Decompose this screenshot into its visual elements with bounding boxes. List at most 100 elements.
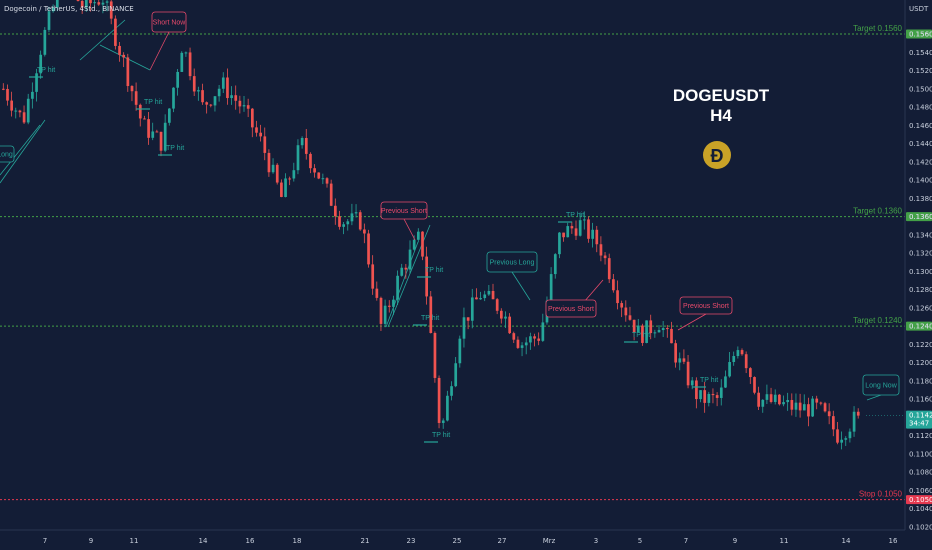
- x-tick-label: 14: [842, 537, 851, 545]
- candle: [172, 87, 175, 113]
- candle: [334, 198, 337, 225]
- chart-title: DOGEUSDT: [673, 86, 770, 105]
- candle: [213, 95, 217, 112]
- x-tick-label: 11: [780, 537, 789, 545]
- candle: [230, 86, 233, 105]
- level-lines: Target 0.1560 0.1560 Target 0.1360 0.1360 Ta…: [0, 24, 932, 505]
- candle: [607, 253, 611, 284]
- current-price-value: 0.1142: [909, 412, 932, 420]
- tp-hit-label: TP hit: [421, 315, 439, 322]
- callout-previous-long[interactable]: Previous Long: [486, 251, 538, 301]
- candle: [574, 220, 578, 241]
- tp-hit-label: TP hit: [37, 67, 55, 74]
- candle: [661, 320, 665, 337]
- y-tick-label: 0.1300: [909, 268, 932, 276]
- x-tick-label: 25: [453, 537, 462, 545]
- candle: [553, 253, 557, 279]
- candle: [778, 394, 781, 406]
- candle: [587, 216, 590, 243]
- candle: [674, 339, 677, 368]
- candle: [819, 401, 823, 406]
- x-tick-label: 11: [130, 537, 139, 545]
- candle: [773, 389, 777, 405]
- candle: [89, 0, 92, 12]
- x-tick-label: 16: [246, 537, 255, 545]
- callout-short-now[interactable]: Short Now: [149, 11, 187, 71]
- x-tick-label: 9: [733, 537, 737, 545]
- candle: [462, 307, 466, 348]
- y-tick-label: 0.1400: [909, 177, 932, 185]
- candle-countdown: 34:47: [909, 420, 929, 428]
- y-tick-label: 0.1200: [909, 359, 932, 367]
- candle: [653, 329, 657, 338]
- candle: [242, 95, 246, 112]
- trend-line: [0, 124, 41, 176]
- tp-hit-label: TP hit: [432, 432, 450, 439]
- candle: [616, 280, 619, 310]
- callout-previous-short[interactable]: Previous Short: [380, 201, 428, 241]
- y-tick-label: 0.1540: [909, 49, 932, 57]
- candle: [338, 210, 341, 230]
- candle: [678, 352, 682, 371]
- candle: [296, 139, 300, 175]
- candle: [470, 288, 474, 329]
- candle: [666, 325, 669, 338]
- y-tick-label: 0.1460: [909, 122, 932, 130]
- candle: [844, 436, 848, 446]
- candle: [363, 223, 366, 244]
- current-price-box: [906, 410, 932, 429]
- candle: [495, 297, 499, 315]
- callout-long[interactable]: Long: [0, 145, 15, 163]
- candle: [238, 95, 242, 114]
- candle: [740, 348, 744, 356]
- y-tick-label: 0.1280: [909, 286, 932, 294]
- candle: [192, 68, 196, 97]
- candle: [234, 85, 238, 110]
- candle: [280, 179, 283, 198]
- candle: [342, 221, 345, 235]
- candle: [35, 68, 38, 102]
- candle: [583, 211, 586, 230]
- level-tag: [906, 212, 932, 222]
- y-tick-label: 0.1260: [909, 304, 932, 312]
- x-tick-label: 21: [361, 537, 370, 545]
- candle: [31, 82, 34, 109]
- candle: [18, 109, 22, 118]
- candle: [97, 0, 101, 6]
- candle: [371, 255, 375, 295]
- callout-previous-short[interactable]: Previous Short: [545, 279, 604, 318]
- callout-previous-short[interactable]: Previous Short: [677, 296, 733, 331]
- candle: [346, 219, 350, 231]
- tp-hit-label: TP hit: [566, 212, 584, 219]
- y-tick-label: 0.1560: [909, 31, 932, 39]
- candle: [782, 395, 785, 407]
- candle: [848, 428, 852, 443]
- callout-label: Previous Short: [683, 303, 729, 310]
- x-tick-label: 23: [407, 537, 416, 545]
- candle: [466, 317, 470, 330]
- level-tag: [906, 321, 932, 331]
- candle: [263, 127, 267, 161]
- candle: [836, 422, 839, 445]
- candle: [396, 270, 399, 305]
- y-tick-label: 0.1420: [909, 158, 932, 166]
- y-tick-label: 0.1040: [909, 505, 932, 513]
- candle: [732, 351, 736, 366]
- price-axis[interactable]: USDT: [904, 0, 929, 530]
- candle: [695, 377, 698, 409]
- callout-label: Previous Short: [381, 208, 427, 215]
- candle: [151, 122, 155, 141]
- x-tick-label: 5: [638, 537, 642, 545]
- callout-long-now[interactable]: Long Now: [862, 374, 900, 401]
- svg-text:Ð: Ð: [711, 146, 724, 166]
- candle: [392, 295, 395, 316]
- candle: [437, 375, 441, 429]
- candle: [707, 391, 711, 407]
- candle: [251, 107, 254, 138]
- candle: [794, 393, 798, 417]
- trend-line: [385, 241, 419, 328]
- trend-line: [99, 44, 151, 71]
- candle: [155, 129, 159, 133]
- candle: [105, 0, 109, 12]
